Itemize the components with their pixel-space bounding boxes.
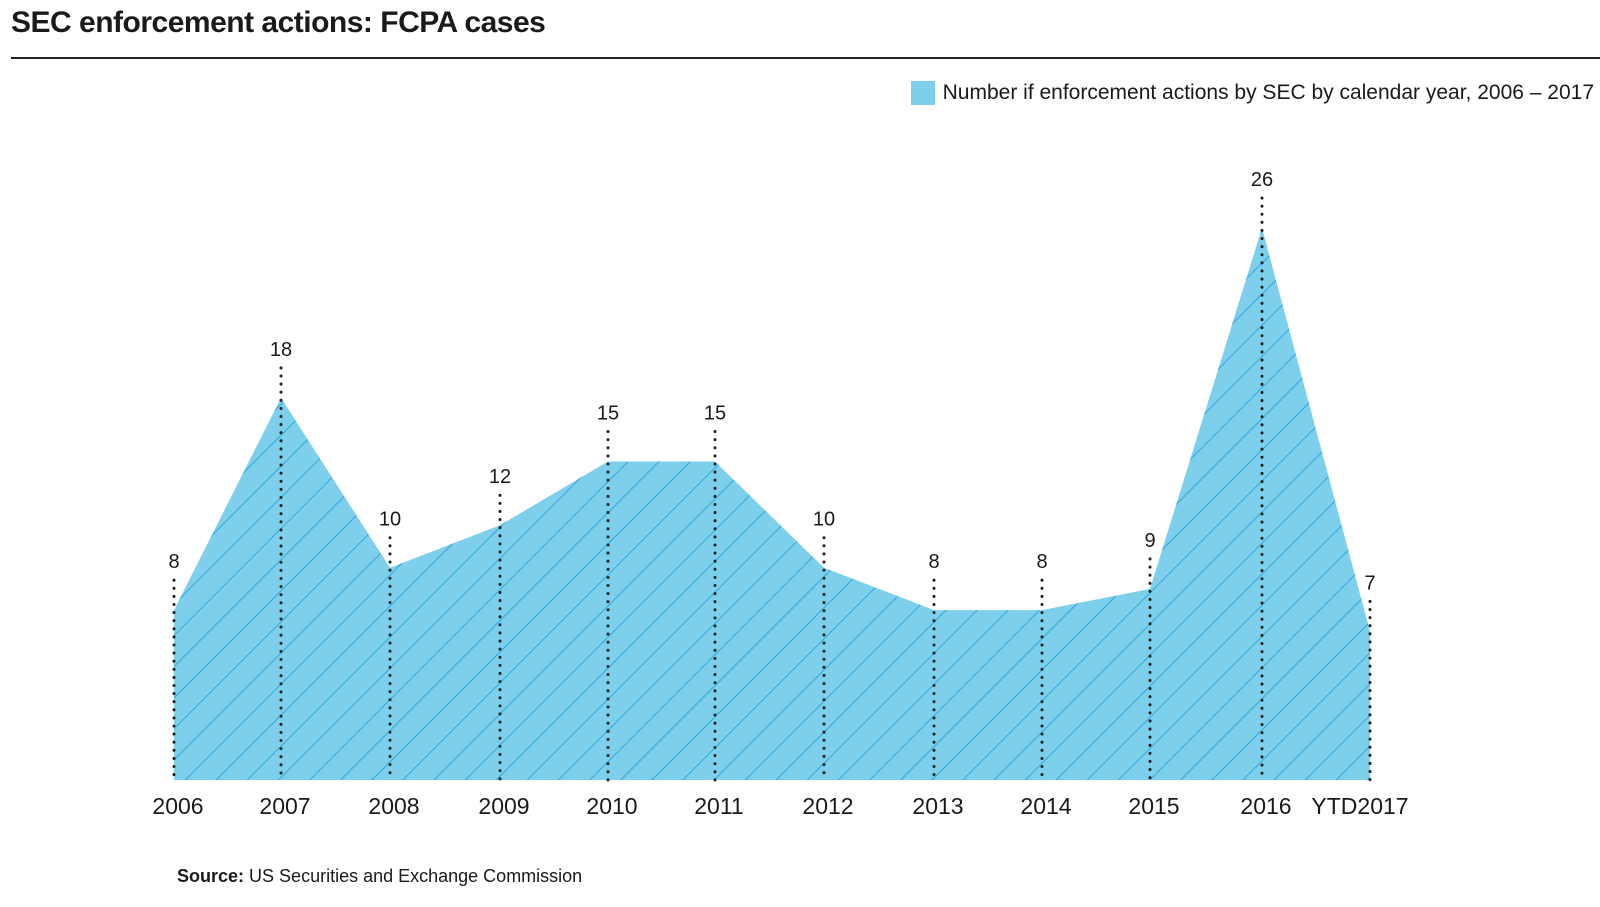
title-divider: [11, 57, 1600, 59]
legend: Number if enforcement actions by SEC by …: [910, 81, 1594, 105]
x-tick-2014: 2014: [1020, 793, 1071, 819]
x-tick-YTD2017: YTD2017: [1311, 793, 1408, 819]
source-text: US Securities and Exchange Commission: [249, 866, 583, 886]
data-label-2012: 10: [813, 509, 835, 531]
legend-swatch: [910, 81, 935, 105]
data-label-2013: 8: [928, 551, 939, 573]
data-label-2010: 15: [597, 403, 619, 425]
x-tick-2015: 2015: [1128, 793, 1179, 819]
source-note: Source: US Securities and Exchange Commi…: [177, 866, 582, 887]
x-tick-2009: 2009: [478, 793, 529, 819]
x-tick-2011: 2011: [694, 793, 743, 819]
x-tick-2007: 2007: [259, 793, 310, 819]
source-label: Source:: [177, 866, 245, 886]
data-label-2014: 8: [1036, 551, 1047, 573]
x-tick-2010: 2010: [586, 793, 637, 819]
data-label-2015: 9: [1144, 530, 1155, 552]
x-tick-2008: 2008: [368, 793, 419, 819]
x-tick-2012: 2012: [802, 793, 853, 819]
data-label-2016: 26: [1251, 169, 1273, 191]
data-label-2009: 12: [489, 466, 511, 488]
data-label-YTD2017: 7: [1364, 572, 1375, 594]
x-tick-2016: 2016: [1240, 793, 1291, 819]
data-label-2007: 18: [270, 339, 292, 361]
x-tick-2006: 2006: [152, 793, 203, 819]
chart-title: SEC enforcement actions: FCPA cases: [11, 6, 546, 39]
x-tick-2013: 2013: [912, 793, 963, 819]
data-label-2011: 15: [704, 403, 726, 425]
legend-label: Number if enforcement actions by SEC by …: [942, 81, 1594, 104]
area-hatch: [174, 228, 1370, 780]
data-label-2008: 10: [379, 509, 401, 531]
data-label-2006: 8: [168, 551, 179, 573]
